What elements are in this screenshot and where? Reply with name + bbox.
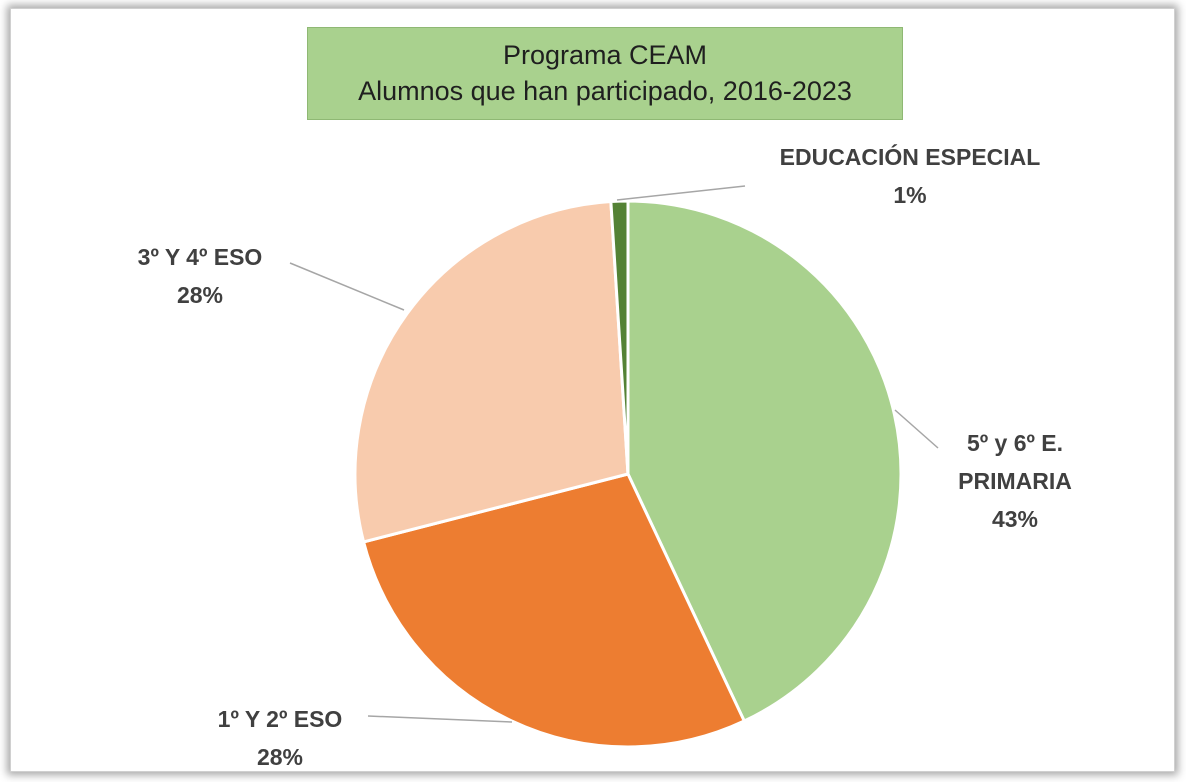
data-label: 5º y 6º E. PRIMARIA 43% bbox=[930, 424, 1100, 538]
leader-line bbox=[616, 185, 746, 201]
chart-subtitle: Alumnos que han participado, 2016-2023 bbox=[358, 76, 852, 106]
leader-line bbox=[367, 715, 513, 723]
chart-title: Programa CEAM bbox=[502, 40, 708, 70]
category-label: 5º y 6º E. PRIMARIA bbox=[958, 430, 1072, 494]
category-label: 3º Y 4º ESO bbox=[137, 244, 263, 270]
pie-slice bbox=[626, 199, 903, 724]
data-label: 3º Y 4º ESO 28% bbox=[90, 238, 310, 314]
title-box: Programa CEAM Alumnos que han participad… bbox=[307, 27, 903, 120]
pie-slice bbox=[361, 472, 747, 749]
value-label: 43% bbox=[991, 506, 1039, 532]
pie-slice bbox=[609, 199, 630, 475]
leader-line bbox=[289, 262, 405, 311]
value-label: 28% bbox=[176, 282, 224, 308]
data-label: EDUCACIÓN ESPECIAL 1% bbox=[740, 138, 1080, 214]
value-label: 28% bbox=[256, 744, 304, 770]
data-label: 1º Y 2º ESO 28% bbox=[170, 700, 390, 776]
leader-line bbox=[894, 409, 939, 449]
value-label: 1% bbox=[893, 182, 927, 208]
category-label: 1º Y 2º ESO bbox=[217, 706, 343, 732]
category-label: EDUCACIÓN ESPECIAL bbox=[779, 144, 1041, 170]
pie-slice bbox=[353, 199, 630, 544]
